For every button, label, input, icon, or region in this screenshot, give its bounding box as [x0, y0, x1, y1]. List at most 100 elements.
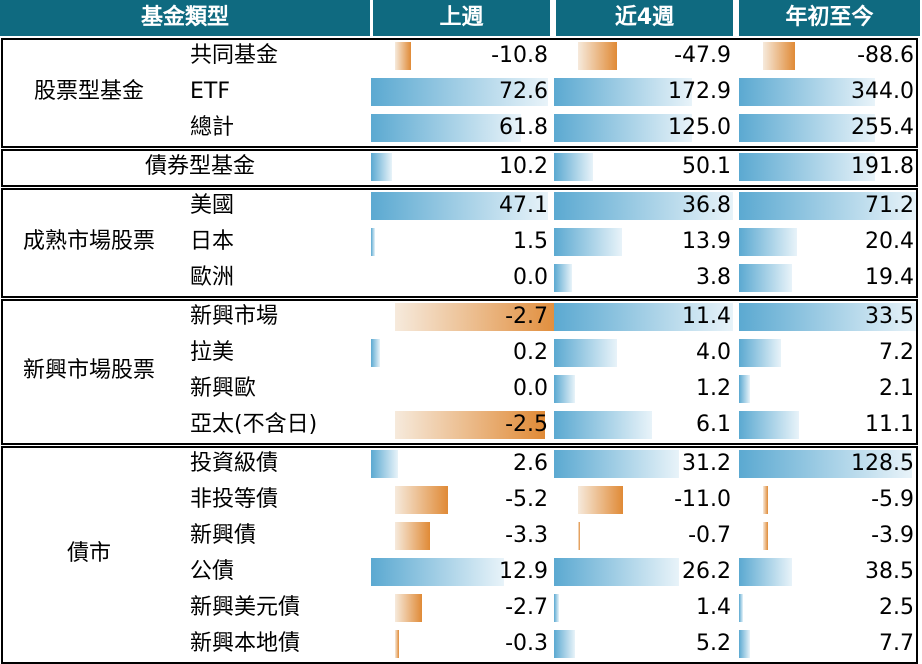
header-four-weeks: 近4週 — [614, 5, 675, 30]
value-week: -3.3 — [505, 523, 548, 548]
value-week: 72.6 — [499, 79, 548, 104]
bar-four_weeks — [554, 78, 692, 106]
value-four_weeks: 36.8 — [682, 193, 731, 218]
bar-ytd — [739, 450, 912, 478]
row-label: 總計 — [190, 115, 235, 140]
group-box — [1, 149, 918, 187]
bar-ytd — [739, 153, 875, 181]
row-label: 拉美 — [190, 340, 235, 365]
bar-four_weeks — [554, 411, 652, 439]
bar-ytd — [763, 522, 768, 550]
value-ytd: -88.6 — [857, 43, 914, 68]
header-category: 基金類型 — [140, 5, 229, 30]
bar-week — [395, 630, 399, 658]
group-label: 債市 — [66, 541, 111, 566]
row-label: 投資級債 — [190, 451, 279, 476]
bar-week — [371, 339, 380, 367]
value-ytd: 255.4 — [851, 115, 914, 140]
value-four_weeks: 1.2 — [696, 376, 731, 401]
value-week: 0.0 — [513, 376, 548, 401]
value-week: 1.5 — [513, 229, 548, 254]
row-label: ETF — [190, 79, 230, 104]
value-ytd: 71.2 — [865, 193, 914, 218]
value-four_weeks: 13.9 — [682, 229, 731, 254]
bar-four_weeks — [554, 594, 559, 622]
value-week: 47.1 — [499, 193, 548, 218]
value-week: 0.2 — [513, 340, 548, 365]
group-label: 債券型基金 — [144, 154, 255, 179]
row-label: 新興市場 — [190, 304, 279, 329]
bar-four_weeks — [554, 558, 679, 586]
row-label: 亞太(不含日) — [190, 412, 318, 437]
bar-four_weeks — [554, 375, 575, 403]
group-label: 股票型基金 — [33, 79, 144, 104]
bar-ytd — [739, 411, 799, 439]
row-label: 共同基金 — [190, 43, 279, 68]
bar-ytd — [739, 558, 792, 586]
bar-ytd — [739, 192, 916, 220]
value-week: 2.6 — [513, 451, 548, 476]
value-ytd: 33.5 — [865, 304, 914, 329]
bar-four_weeks — [554, 192, 733, 220]
value-ytd: 20.4 — [865, 229, 914, 254]
header-ytd: 年初至今 — [785, 5, 874, 30]
bar-four_weeks — [554, 303, 733, 331]
bar-ytd — [739, 264, 792, 292]
row-label: 新興本地債 — [190, 631, 301, 656]
value-ytd: -3.9 — [871, 523, 914, 548]
bar-week — [371, 228, 375, 256]
group-label: 成熟市場股票 — [22, 229, 155, 254]
value-four_weeks: 4.0 — [696, 340, 731, 365]
value-four_weeks: -47.9 — [674, 43, 731, 68]
bar-week — [395, 594, 422, 622]
bar-ytd — [739, 228, 797, 256]
value-week: -2.5 — [505, 412, 548, 437]
value-four_weeks: 172.9 — [668, 79, 731, 104]
bar-four_weeks — [554, 114, 692, 142]
row-label: 新興歐 — [190, 376, 257, 401]
bar-week — [371, 450, 398, 478]
value-four_weeks: 26.2 — [682, 559, 731, 584]
bar-ytd — [739, 303, 916, 331]
value-ytd: 38.5 — [865, 559, 914, 584]
row-label: 新興債 — [190, 523, 257, 548]
value-week: 12.9 — [499, 559, 548, 584]
value-ytd: 7.7 — [879, 631, 914, 656]
bar-week — [395, 522, 430, 550]
row-label: 歐洲 — [190, 265, 235, 290]
value-four_weeks: 6.1 — [696, 412, 731, 437]
row-label: 公債 — [190, 559, 235, 584]
value-week: 0.0 — [513, 265, 548, 290]
header-cell-category — [0, 0, 370, 36]
value-four_weeks: 125.0 — [668, 115, 731, 140]
value-week: 61.8 — [499, 115, 548, 140]
bar-four_weeks — [554, 450, 679, 478]
bar-week — [395, 303, 563, 331]
value-four_weeks: 5.2 — [696, 631, 731, 656]
bar-week — [395, 486, 448, 514]
bar-week — [395, 411, 545, 439]
bar-four_weeks — [554, 264, 572, 292]
row-label: 日本 — [190, 229, 235, 254]
value-ytd: 19.4 — [865, 265, 914, 290]
value-four_weeks: 3.8 — [696, 265, 731, 290]
bar-four_weeks — [578, 42, 617, 70]
value-four_weeks: -11.0 — [674, 487, 731, 512]
bar-week — [371, 153, 392, 181]
header-cell-four-weeks — [556, 0, 733, 36]
bar-four_weeks — [554, 153, 593, 181]
value-ytd: 191.8 — [851, 154, 914, 179]
value-week: -2.7 — [505, 595, 548, 620]
header-week: 上週 — [439, 5, 484, 30]
bar-four_weeks — [578, 486, 623, 514]
bar-four_weeks — [554, 630, 575, 658]
group-box — [1, 188, 918, 298]
bar-ytd — [739, 339, 781, 367]
row-label: 美國 — [190, 193, 235, 218]
value-four_weeks: 50.1 — [682, 154, 731, 179]
group-label: 新興市場股票 — [22, 358, 155, 383]
bar-four_weeks — [554, 339, 617, 367]
value-four_weeks: 31.2 — [682, 451, 731, 476]
bar-ytd — [739, 78, 875, 106]
